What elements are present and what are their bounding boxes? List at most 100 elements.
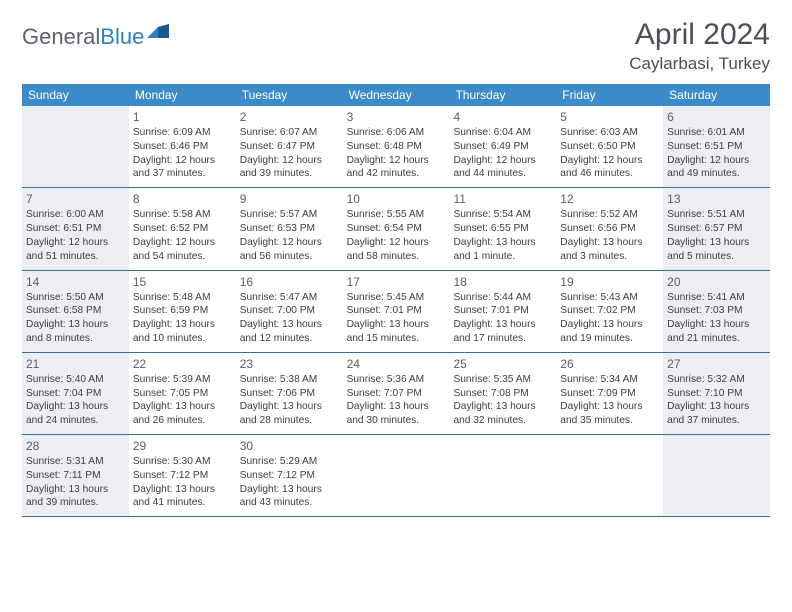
day-number: 25 <box>453 356 552 372</box>
daylight-text: and 1 minute. <box>453 250 552 264</box>
daylight-text: Daylight: 12 hours <box>240 236 339 250</box>
daylight-text: Daylight: 13 hours <box>560 318 659 332</box>
daylight-text: and 39 minutes. <box>26 496 125 510</box>
sunset-text: Sunset: 6:49 PM <box>453 140 552 154</box>
daylight-text: and 41 minutes. <box>133 496 232 510</box>
sunrise-text: Sunrise: 5:51 AM <box>667 208 766 222</box>
daylight-text: and 15 minutes. <box>347 332 446 346</box>
day-number: 14 <box>26 274 125 290</box>
day-cell <box>663 435 770 516</box>
sunrise-text: Sunrise: 5:41 AM <box>667 291 766 305</box>
sunrise-text: Sunrise: 5:35 AM <box>453 373 552 387</box>
daylight-text: Daylight: 13 hours <box>667 400 766 414</box>
day-number: 8 <box>133 191 232 207</box>
day-cell: 5Sunrise: 6:03 AMSunset: 6:50 PMDaylight… <box>556 106 663 187</box>
sunrise-text: Sunrise: 6:06 AM <box>347 126 446 140</box>
day-number: 12 <box>560 191 659 207</box>
day-cell <box>449 435 556 516</box>
day-cell: 13Sunrise: 5:51 AMSunset: 6:57 PMDayligh… <box>663 188 770 269</box>
day-cell: 1Sunrise: 6:09 AMSunset: 6:46 PMDaylight… <box>129 106 236 187</box>
day-cell: 29Sunrise: 5:30 AMSunset: 7:12 PMDayligh… <box>129 435 236 516</box>
daylight-text: Daylight: 13 hours <box>667 318 766 332</box>
day-number: 30 <box>240 438 339 454</box>
sunset-text: Sunset: 7:04 PM <box>26 387 125 401</box>
calendar-grid: SundayMondayTuesdayWednesdayThursdayFrid… <box>22 84 770 517</box>
daylight-text: and 3 minutes. <box>560 250 659 264</box>
day-cell: 12Sunrise: 5:52 AMSunset: 6:56 PMDayligh… <box>556 188 663 269</box>
daylight-text: and 35 minutes. <box>560 414 659 428</box>
logo-flag-icon <box>147 22 169 48</box>
daylight-text: and 32 minutes. <box>453 414 552 428</box>
sunrise-text: Sunrise: 5:45 AM <box>347 291 446 305</box>
daylight-text: and 51 minutes. <box>26 250 125 264</box>
sunset-text: Sunset: 7:05 PM <box>133 387 232 401</box>
day-cell <box>22 106 129 187</box>
sunrise-text: Sunrise: 5:39 AM <box>133 373 232 387</box>
day-number: 3 <box>347 109 446 125</box>
sunrise-text: Sunrise: 5:52 AM <box>560 208 659 222</box>
week-row: 14Sunrise: 5:50 AMSunset: 6:58 PMDayligh… <box>22 271 770 353</box>
day-number: 6 <box>667 109 766 125</box>
week-row: 21Sunrise: 5:40 AMSunset: 7:04 PMDayligh… <box>22 353 770 435</box>
day-header-cell: Thursday <box>449 84 556 106</box>
sunrise-text: Sunrise: 5:40 AM <box>26 373 125 387</box>
daylight-text: and 37 minutes. <box>667 414 766 428</box>
day-header-cell: Tuesday <box>236 84 343 106</box>
daylight-text: and 21 minutes. <box>667 332 766 346</box>
sunset-text: Sunset: 7:12 PM <box>240 469 339 483</box>
day-cell: 25Sunrise: 5:35 AMSunset: 7:08 PMDayligh… <box>449 353 556 434</box>
sunset-text: Sunset: 6:58 PM <box>26 304 125 318</box>
daylight-text: Daylight: 13 hours <box>133 400 232 414</box>
sunset-text: Sunset: 7:00 PM <box>240 304 339 318</box>
daylight-text: Daylight: 12 hours <box>347 236 446 250</box>
day-number: 22 <box>133 356 232 372</box>
day-cell: 27Sunrise: 5:32 AMSunset: 7:10 PMDayligh… <box>663 353 770 434</box>
daylight-text: Daylight: 13 hours <box>667 236 766 250</box>
sunset-text: Sunset: 7:07 PM <box>347 387 446 401</box>
daylight-text: Daylight: 13 hours <box>347 400 446 414</box>
day-cell: 23Sunrise: 5:38 AMSunset: 7:06 PMDayligh… <box>236 353 343 434</box>
day-cell: 7Sunrise: 6:00 AMSunset: 6:51 PMDaylight… <box>22 188 129 269</box>
sunrise-text: Sunrise: 6:01 AM <box>667 126 766 140</box>
day-cell: 24Sunrise: 5:36 AMSunset: 7:07 PMDayligh… <box>343 353 450 434</box>
daylight-text: Daylight: 12 hours <box>26 236 125 250</box>
sunrise-text: Sunrise: 5:43 AM <box>560 291 659 305</box>
day-number: 2 <box>240 109 339 125</box>
sunrise-text: Sunrise: 5:30 AM <box>133 455 232 469</box>
day-number: 27 <box>667 356 766 372</box>
daylight-text: and 42 minutes. <box>347 167 446 181</box>
sunset-text: Sunset: 6:46 PM <box>133 140 232 154</box>
daylight-text: and 54 minutes. <box>133 250 232 264</box>
daylight-text: Daylight: 13 hours <box>453 400 552 414</box>
daylight-text: Daylight: 12 hours <box>133 236 232 250</box>
daylight-text: Daylight: 12 hours <box>453 154 552 168</box>
day-number: 13 <box>667 191 766 207</box>
weeks-container: 1Sunrise: 6:09 AMSunset: 6:46 PMDaylight… <box>22 106 770 517</box>
day-number: 23 <box>240 356 339 372</box>
day-number: 16 <box>240 274 339 290</box>
sunrise-text: Sunrise: 5:58 AM <box>133 208 232 222</box>
sunset-text: Sunset: 6:53 PM <box>240 222 339 236</box>
day-cell: 20Sunrise: 5:41 AMSunset: 7:03 PMDayligh… <box>663 271 770 352</box>
daylight-text: Daylight: 12 hours <box>240 154 339 168</box>
sunrise-text: Sunrise: 5:36 AM <box>347 373 446 387</box>
day-number: 17 <box>347 274 446 290</box>
day-header-cell: Wednesday <box>343 84 450 106</box>
day-number: 29 <box>133 438 232 454</box>
logo-text-blue: Blue <box>100 24 144 50</box>
calendar-page: GeneralBlue April 2024 Caylarbasi, Turke… <box>0 0 792 535</box>
sunrise-text: Sunrise: 6:03 AM <box>560 126 659 140</box>
sunrise-text: Sunrise: 5:55 AM <box>347 208 446 222</box>
day-number: 24 <box>347 356 446 372</box>
day-cell: 11Sunrise: 5:54 AMSunset: 6:55 PMDayligh… <box>449 188 556 269</box>
day-number: 26 <box>560 356 659 372</box>
day-number: 19 <box>560 274 659 290</box>
sunrise-text: Sunrise: 5:54 AM <box>453 208 552 222</box>
sunset-text: Sunset: 6:59 PM <box>133 304 232 318</box>
sunset-text: Sunset: 7:06 PM <box>240 387 339 401</box>
day-header-cell: Friday <box>556 84 663 106</box>
daylight-text: and 12 minutes. <box>240 332 339 346</box>
daylight-text: Daylight: 13 hours <box>560 400 659 414</box>
daylight-text: and 37 minutes. <box>133 167 232 181</box>
sunset-text: Sunset: 6:50 PM <box>560 140 659 154</box>
